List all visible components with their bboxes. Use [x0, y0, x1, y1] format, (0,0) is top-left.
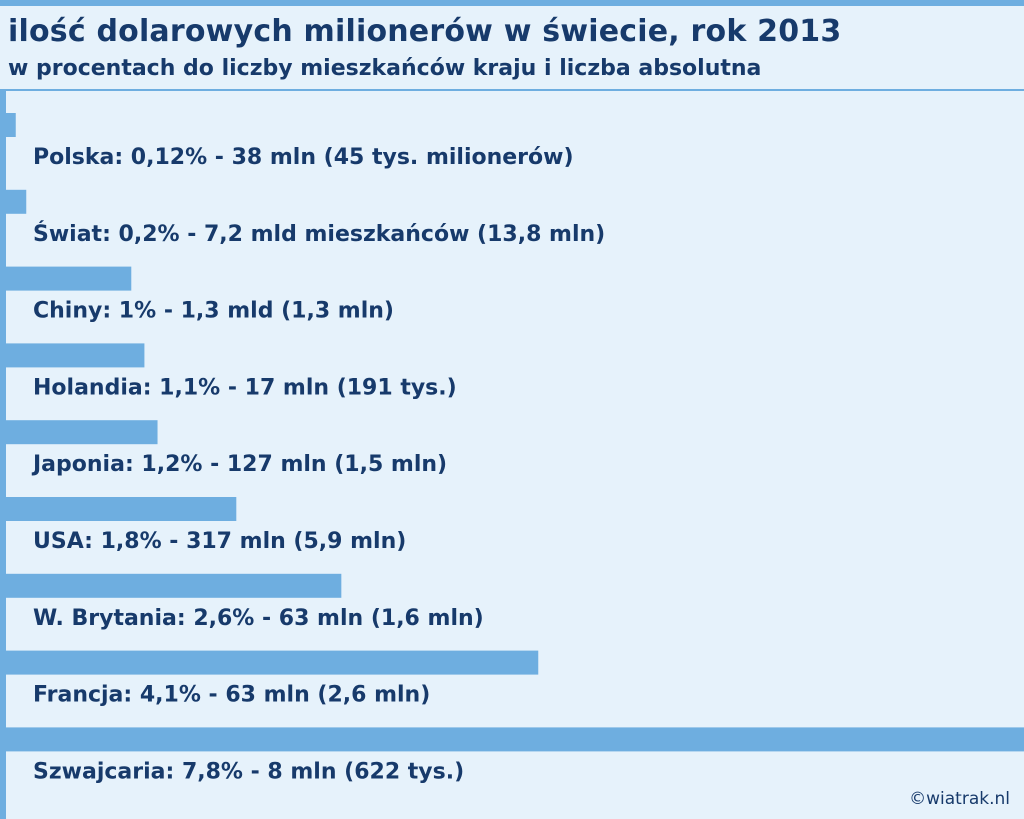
- bar-label: Holandia: 1,1% - 17 mln (191 tys.): [33, 375, 457, 400]
- bar-japonia: [0, 420, 158, 445]
- bar-label: Chiny: 1% - 1,3 mld (1,3 mln): [33, 299, 394, 324]
- top-accent-strip: [0, 0, 1024, 6]
- bar-usa: [0, 497, 237, 521]
- left-axis-line: [0, 91, 6, 819]
- bar-w-brytania: [0, 573, 342, 598]
- bar-label: Francja: 4,1% - 63 mln (2,6 mln): [33, 683, 430, 708]
- bar-chiny: [0, 266, 132, 291]
- watermark: ©wiatrak.nl: [909, 789, 1010, 809]
- chart-title: ilość dolarowych milionerów w świecie, r…: [8, 14, 842, 49]
- bar--wiat: [0, 189, 27, 214]
- bar-label: Szwajcaria: 7,8% - 8 mln (622 tys.): [33, 759, 464, 784]
- bar-francja: [0, 650, 539, 675]
- header-divider: [0, 89, 1024, 91]
- bar-polska: [0, 113, 16, 137]
- bar-label: Świat: 0,2% - 7,2 mld mieszkańców (13,8 …: [33, 221, 605, 247]
- bar-label: USA: 1,8% - 317 mln (5,9 mln): [33, 529, 406, 554]
- bar-holandia: [0, 343, 145, 368]
- chart-subtitle: w procentach do liczby mieszkańców kraju…: [8, 56, 762, 81]
- bar-szwajcaria: [0, 727, 1024, 752]
- bar-label: Polska: 0,12% - 38 mln (45 tys. milioner…: [33, 145, 574, 170]
- bar-label: Japonia: 1,2% - 127 mln (1,5 mln): [31, 452, 447, 477]
- bar-label: W. Brytania: 2,6% - 63 mln (1,6 mln): [33, 606, 484, 631]
